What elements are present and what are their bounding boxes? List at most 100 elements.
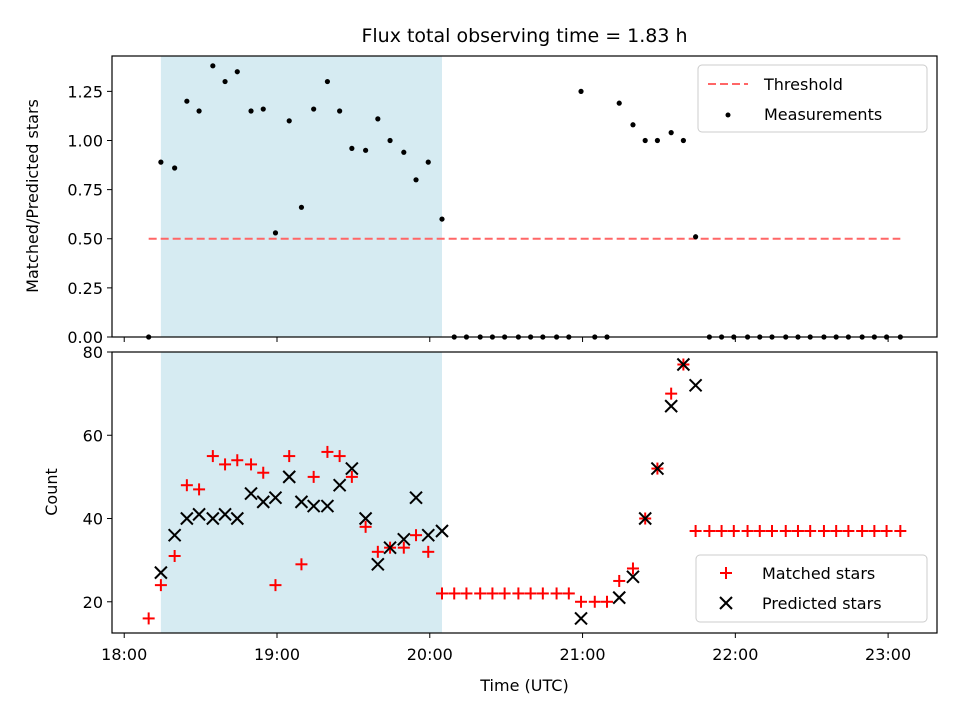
matched-star-point [524, 587, 537, 600]
matched-star-point [601, 595, 613, 608]
measurement-point [210, 63, 216, 69]
matched-star-point [193, 483, 206, 496]
matched-star-point [894, 525, 907, 538]
matched-star-point [269, 579, 282, 592]
y-tick-label: 0.75 [67, 181, 103, 200]
measurement-point [642, 137, 648, 144]
predicted-star-point [383, 540, 397, 555]
top-legend: Threshold Measurements [697, 64, 928, 133]
matched-star-point [550, 587, 563, 600]
matched-star-point [512, 587, 525, 600]
predicted-star-point [664, 399, 678, 413]
matched-star-point [436, 587, 448, 600]
predicted-star-point [230, 511, 244, 526]
predicted-star-point [626, 570, 640, 584]
y-tick-label: 1.00 [67, 131, 103, 150]
predicted-star-point [244, 486, 258, 501]
top-y-axis-label: Matched/Predicted stars [23, 99, 42, 293]
measurement-point [234, 69, 240, 75]
x-tick-label: 22:00 [712, 645, 758, 664]
matched-star-point [231, 454, 244, 467]
matched-star-point [206, 450, 219, 463]
bottom-y-axis-label: Count [42, 468, 61, 516]
measurement-point [286, 118, 292, 124]
y-tick-label: 0.00 [67, 328, 103, 347]
measurement-point [363, 147, 369, 153]
matched-star-point [245, 458, 258, 471]
predicted-star-point [371, 557, 385, 572]
matched-star-point [562, 587, 575, 600]
measurement-point [425, 159, 431, 165]
matched-star-point [817, 525, 830, 538]
matched-star-point [371, 545, 384, 558]
predicted-star-point [688, 378, 703, 393]
matched-star-point [359, 520, 372, 533]
matched-star-point [741, 525, 754, 538]
matched-star-point [410, 529, 423, 542]
matched-star-point [753, 525, 766, 538]
matched-star-point [613, 574, 626, 587]
matched-star-point [689, 525, 702, 538]
matched-star-point [703, 525, 716, 538]
matched-star-point [536, 587, 549, 600]
matched-star-point [715, 525, 728, 538]
measurement-point [668, 130, 674, 136]
matched-star-point [665, 387, 678, 400]
y-tick-label: 20 [83, 593, 103, 612]
y-tick-label: 80 [83, 343, 103, 362]
predicted-star-point [180, 511, 194, 526]
matched-star-point [283, 450, 296, 463]
y-tick-label: 60 [83, 426, 103, 445]
measurement-point [693, 234, 699, 240]
matched-star-point [422, 545, 435, 558]
matched-star-point [142, 612, 155, 625]
matched-star-point [766, 525, 778, 538]
predicted-star-point [192, 507, 206, 522]
legend-predicted-label: Predicted stars [762, 594, 882, 613]
measurement-point [413, 177, 419, 183]
predicted-star-point [167, 528, 182, 542]
matched-star-point [575, 595, 588, 608]
predicted-star-point [358, 511, 373, 526]
y-tick-label: 40 [83, 510, 103, 529]
matched-star-point [588, 595, 601, 608]
measurement-point [324, 78, 331, 85]
measurement-point [375, 116, 381, 122]
predicted-legend-swatch [719, 596, 733, 610]
matched-star-point [448, 587, 461, 600]
measurement-point [184, 98, 190, 104]
observing-window-span [160, 352, 442, 633]
measurement-point [578, 88, 584, 94]
measurement-point [311, 106, 317, 112]
bottom-legend: Matched stars Predicted stars [695, 554, 928, 623]
matched-star-point [397, 541, 410, 554]
matched-star-point [333, 450, 346, 463]
legend-threshold-label: Threshold [763, 75, 843, 94]
measurement-point [616, 100, 622, 106]
matched-star-point [868, 525, 881, 538]
matched-star-point [830, 525, 843, 538]
bottom-legend-box [695, 554, 928, 623]
matched-star-point [154, 579, 167, 592]
matched-star-point [307, 470, 320, 483]
y-tick-label: 0.50 [67, 230, 103, 249]
predicted-star-point [612, 590, 626, 605]
measurement-point [298, 204, 305, 210]
matched-star-point [257, 466, 270, 479]
predicted-star-point [306, 499, 321, 513]
measurement-point [272, 230, 279, 236]
matched-star-point [345, 470, 358, 483]
x-tick-label: 18:00 [101, 645, 147, 664]
measurement-point [196, 108, 202, 114]
measurement-point [222, 78, 228, 85]
measurement-point [401, 149, 407, 155]
matched-star-point [498, 587, 511, 600]
predicted-star-point [206, 511, 220, 526]
predicted-star-point [294, 495, 309, 509]
measurement-point [680, 137, 686, 144]
top-panel: 0.00 0.25 0.50 0.75 1.00 1.25 Matched/Predict… [23, 55, 938, 347]
measurement-point [172, 165, 178, 171]
predicted-star-point [282, 470, 296, 484]
matched-star-point [856, 525, 869, 538]
